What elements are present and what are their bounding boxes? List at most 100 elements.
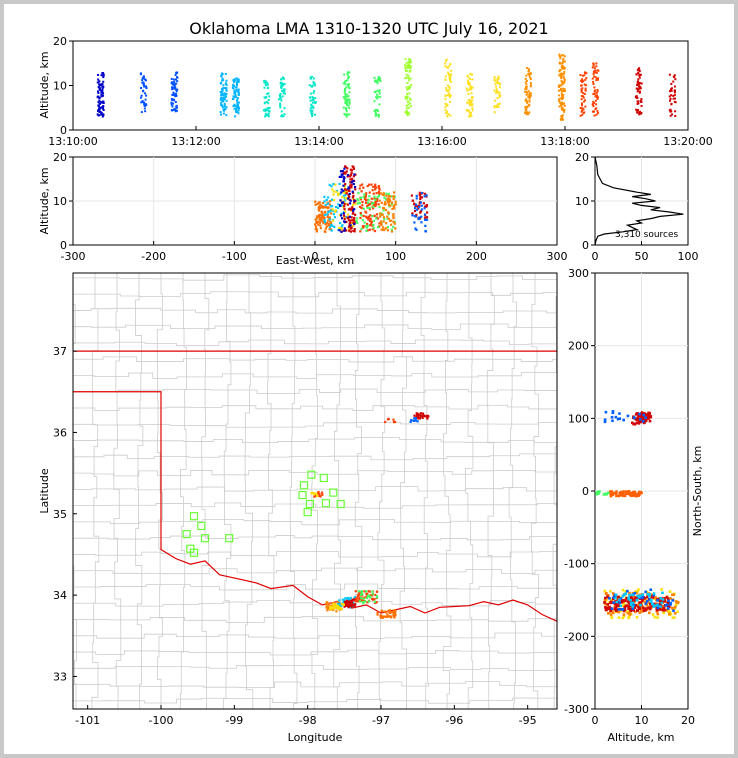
plan-view-point — [373, 600, 376, 603]
ew-altitude-point — [372, 185, 375, 188]
time-height-point — [562, 110, 565, 113]
time-height-point — [280, 81, 283, 84]
ew-altitude-point — [346, 175, 349, 178]
time-height-point — [348, 98, 351, 101]
time-height-point — [237, 112, 240, 115]
altitude-ns-point — [652, 593, 656, 597]
time-height-point — [221, 99, 224, 102]
time-height-point — [558, 94, 561, 97]
time-height-point — [637, 68, 640, 71]
plan-view-point — [314, 494, 317, 497]
ew-x-tick-label: 0 — [312, 250, 319, 263]
time-height-point — [638, 73, 641, 76]
time-height-point — [561, 101, 564, 104]
ew-altitude-point — [347, 219, 351, 222]
time-height-point — [497, 75, 500, 78]
time-height-point — [597, 96, 600, 99]
altitude-ns-point — [651, 613, 655, 616]
altitude-ns-point — [649, 595, 653, 599]
altitude-ns-point — [611, 419, 614, 423]
time-height-point — [582, 92, 585, 95]
ew-altitude-point — [380, 213, 383, 216]
ew-altitude-point — [391, 207, 394, 211]
altitude-ns-point — [649, 600, 653, 603]
time-height-point — [580, 104, 583, 107]
time-height-point — [559, 87, 562, 90]
time-height-point — [171, 86, 174, 89]
ew-altitude-point — [339, 192, 342, 196]
plan-view-point — [320, 491, 324, 494]
time-height-point — [139, 96, 142, 99]
time-height-point — [559, 75, 562, 78]
ns-x-tick-label: 0 — [592, 714, 599, 727]
time-height-point — [446, 110, 449, 113]
altitude-ns-point — [628, 591, 631, 595]
hist-x-tick-label: 0 — [592, 250, 599, 263]
ew-altitude-point — [340, 191, 343, 194]
altitude-ns-point — [665, 608, 669, 612]
time-height-point — [346, 74, 349, 77]
time-height-point — [467, 98, 470, 101]
time-height-point — [559, 73, 562, 76]
ew-altitude-point — [423, 207, 426, 210]
altitude-ns-point — [661, 598, 665, 601]
ew-altitude-point — [383, 228, 386, 231]
time-height-point — [237, 106, 240, 109]
time-height-point — [220, 113, 223, 116]
plan-view-point — [369, 594, 372, 597]
altitude-ns-point — [608, 490, 612, 494]
altitude-ns-point — [634, 596, 637, 600]
time-height-point — [597, 69, 600, 72]
time-height-point — [221, 90, 224, 93]
ew-altitude-point — [368, 195, 371, 198]
plan-view-point — [417, 416, 420, 419]
time-height-point — [404, 111, 407, 114]
time-height-point — [668, 73, 671, 76]
time-height-point — [309, 76, 312, 79]
time-height-point — [236, 97, 239, 100]
ns-y-tick-label: 100 — [568, 412, 589, 425]
ew-altitude-point — [415, 203, 418, 206]
time-height-point — [525, 83, 528, 86]
altitude-ns-point — [604, 596, 607, 600]
time-height-point — [98, 108, 101, 111]
time-height-point — [346, 113, 349, 116]
figure-frame: Oklahoma LMA 1310-1320 UTC July 16, 2021… — [4, 4, 734, 754]
altitude-ns-point — [621, 491, 624, 495]
ew-altitude-point — [330, 229, 333, 232]
ew-x-tick-label: 100 — [385, 250, 406, 263]
ew-altitude-point — [351, 212, 354, 215]
time-height-point — [593, 90, 596, 93]
plan-view-point — [383, 615, 386, 618]
ew-altitude-point — [342, 201, 345, 204]
time-height-point — [311, 95, 314, 98]
time-height-x-ticks: 13:10:00 13:12:00 13:14:00 13:16:00 13:18:00… — [48, 126, 713, 148]
ew-altitude-point — [340, 173, 344, 176]
plan-view-point — [316, 493, 320, 496]
time-height-point — [558, 105, 561, 108]
ew-altitude-point — [337, 194, 340, 197]
altitude-ns-point — [636, 416, 640, 420]
time-height-point — [222, 112, 225, 115]
time-height-point — [280, 99, 283, 102]
ew-altitude-point — [353, 201, 356, 204]
altitude-ns-point — [638, 611, 642, 614]
ew-altitude-point — [419, 210, 423, 213]
time-height-point — [141, 81, 144, 84]
hist-x-tick-label: 100 — [678, 250, 699, 263]
plan-y-tick-label: 33 — [53, 670, 67, 683]
ew-altitude-point — [365, 201, 368, 205]
ew-altitude-point — [344, 216, 348, 219]
time-height-point — [592, 83, 595, 86]
ew-altitude-point — [344, 194, 347, 197]
time-height-point — [466, 74, 469, 77]
ew-altitude-point — [352, 219, 355, 222]
time-height-point — [670, 82, 673, 85]
county-lines — [73, 273, 557, 709]
plan-view-point — [315, 492, 318, 495]
plan-view-point — [386, 615, 389, 618]
plan-view-point — [313, 495, 316, 498]
time-height-point — [674, 97, 677, 100]
